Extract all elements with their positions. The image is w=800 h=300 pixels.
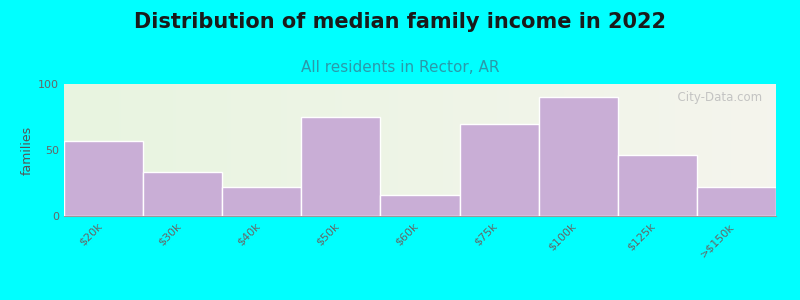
Bar [618, 155, 697, 216]
Bar [381, 195, 459, 216]
Text: City-Data.com: City-Data.com [670, 91, 762, 103]
Y-axis label: families: families [21, 125, 34, 175]
Bar [697, 187, 776, 216]
Bar [302, 117, 381, 216]
Bar [64, 141, 143, 216]
Bar [143, 172, 222, 216]
Bar [459, 124, 538, 216]
Text: Distribution of median family income in 2022: Distribution of median family income in … [134, 12, 666, 32]
Bar [222, 187, 302, 216]
Text: All residents in Rector, AR: All residents in Rector, AR [301, 60, 499, 75]
Bar [538, 97, 618, 216]
